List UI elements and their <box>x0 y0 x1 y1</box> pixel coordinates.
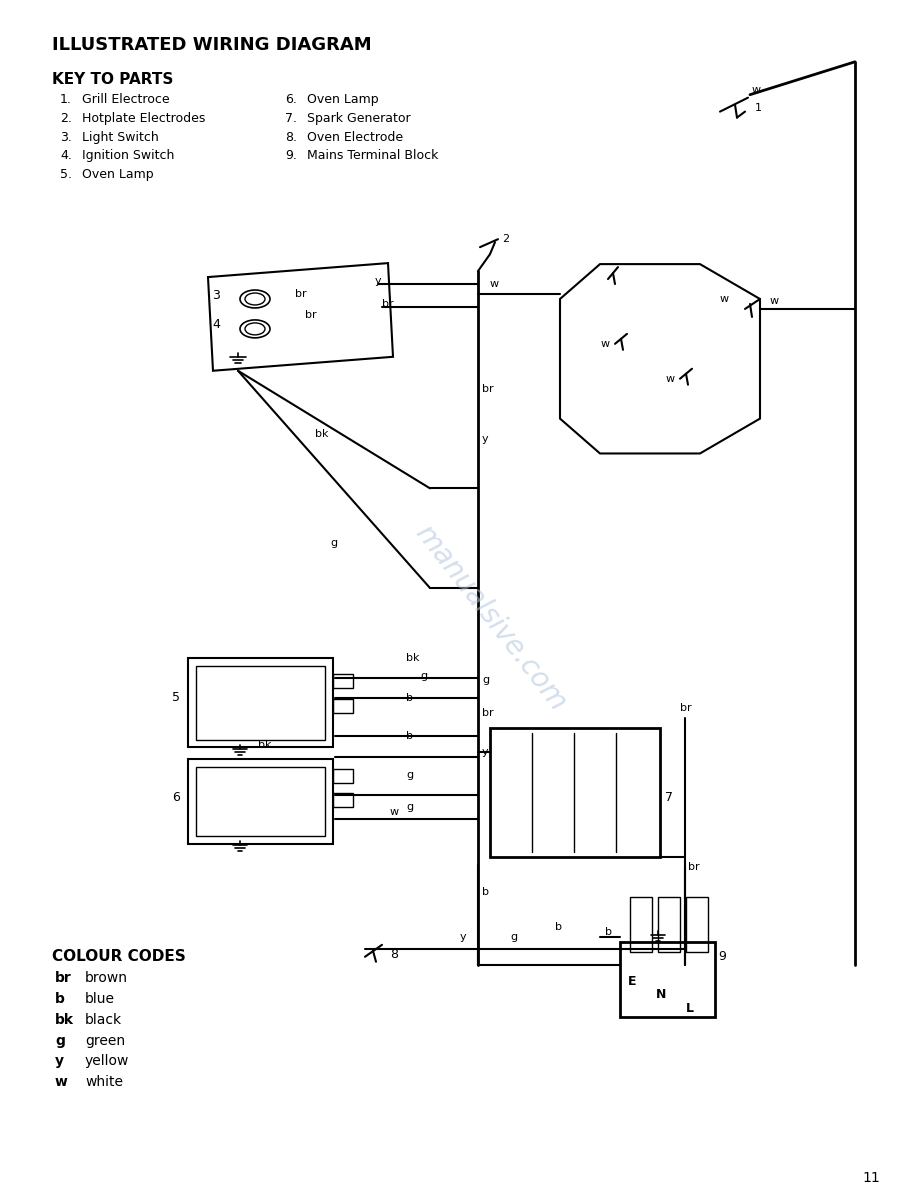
Text: g: g <box>510 931 517 942</box>
Text: white: white <box>85 1075 123 1089</box>
Text: KEY TO PARTS: KEY TO PARTS <box>52 71 174 87</box>
Bar <box>196 767 325 836</box>
Text: yellow: yellow <box>85 1055 129 1068</box>
Text: Light Switch: Light Switch <box>82 131 159 144</box>
Text: g: g <box>482 675 489 684</box>
Text: bk: bk <box>258 740 272 751</box>
Text: 3.: 3. <box>60 131 72 144</box>
Text: 11: 11 <box>862 1171 880 1186</box>
Text: 1.: 1. <box>60 93 72 106</box>
Bar <box>333 770 353 783</box>
Text: 5: 5 <box>172 691 180 704</box>
Text: br: br <box>482 708 494 718</box>
Bar <box>490 727 660 857</box>
Text: g: g <box>420 671 427 681</box>
Text: y: y <box>482 747 488 758</box>
Text: 9: 9 <box>718 950 726 963</box>
Text: b: b <box>55 992 65 1006</box>
Text: y: y <box>482 434 488 443</box>
Text: b: b <box>605 927 612 937</box>
Text: w: w <box>666 374 675 384</box>
Text: bk: bk <box>55 1012 74 1026</box>
Text: w: w <box>752 84 761 95</box>
Text: b: b <box>406 731 413 740</box>
Text: Spark Generator: Spark Generator <box>307 112 410 125</box>
Text: 7.: 7. <box>285 112 297 125</box>
Text: y: y <box>55 1055 64 1068</box>
Text: N: N <box>656 988 666 1001</box>
Text: E: E <box>628 975 636 988</box>
Bar <box>686 897 708 952</box>
Text: g: g <box>55 1034 65 1048</box>
Text: 8: 8 <box>390 948 398 961</box>
Text: green: green <box>85 1034 125 1048</box>
Text: Hotplate Electrodes: Hotplate Electrodes <box>82 112 206 125</box>
Text: manualsive.com: manualsive.com <box>409 519 571 716</box>
Text: br: br <box>55 971 72 985</box>
Text: br: br <box>688 862 700 872</box>
Text: br: br <box>382 299 394 309</box>
Text: w: w <box>55 1075 68 1089</box>
Text: 4.: 4. <box>60 150 72 163</box>
Text: b: b <box>482 887 489 897</box>
Text: L: L <box>686 1003 694 1015</box>
Text: 8.: 8. <box>285 131 297 144</box>
Text: br: br <box>295 289 307 299</box>
Text: w: w <box>601 339 610 349</box>
Bar <box>620 942 715 1017</box>
Bar <box>188 759 333 845</box>
Text: 2.: 2. <box>60 112 72 125</box>
Text: Mains Terminal Block: Mains Terminal Block <box>307 150 439 163</box>
Bar <box>333 674 353 688</box>
Text: g: g <box>330 538 337 548</box>
Text: 2: 2 <box>502 234 509 245</box>
Bar <box>196 665 325 739</box>
Text: ILLUSTRATED WIRING DIAGRAM: ILLUSTRATED WIRING DIAGRAM <box>52 36 372 53</box>
Text: black: black <box>85 1012 122 1026</box>
Bar <box>333 699 353 713</box>
Text: br: br <box>305 310 317 320</box>
Text: g: g <box>406 802 413 813</box>
Text: b: b <box>555 922 562 931</box>
Text: 1: 1 <box>755 102 762 113</box>
Text: b: b <box>406 693 413 702</box>
Text: y: y <box>375 276 382 286</box>
Text: g: g <box>406 770 413 781</box>
Text: Ignition Switch: Ignition Switch <box>82 150 174 163</box>
Text: COLOUR CODES: COLOUR CODES <box>52 949 185 963</box>
Text: Grill Electroce: Grill Electroce <box>82 93 170 106</box>
Bar <box>630 897 652 952</box>
Text: Oven Lamp: Oven Lamp <box>82 169 153 182</box>
Text: w: w <box>390 808 399 817</box>
Bar <box>188 658 333 747</box>
Text: br: br <box>482 384 494 393</box>
Bar <box>658 897 680 952</box>
Text: 3: 3 <box>212 289 220 302</box>
Text: 7: 7 <box>665 791 673 804</box>
Text: w: w <box>720 293 729 304</box>
Text: bk: bk <box>406 652 420 663</box>
Text: 5.: 5. <box>60 169 72 182</box>
Text: brown: brown <box>85 971 128 985</box>
Text: 6.: 6. <box>285 93 297 106</box>
Text: Oven Lamp: Oven Lamp <box>307 93 378 106</box>
Text: 4: 4 <box>212 318 220 331</box>
Text: w: w <box>490 279 499 289</box>
Text: Oven Electrode: Oven Electrode <box>307 131 403 144</box>
Bar <box>333 794 353 808</box>
Text: blue: blue <box>85 992 115 1006</box>
Text: y: y <box>460 931 466 942</box>
Text: w: w <box>770 296 779 307</box>
Text: 9.: 9. <box>285 150 297 163</box>
Text: 6: 6 <box>172 791 180 804</box>
Text: bk: bk <box>315 429 329 438</box>
Text: br: br <box>680 702 691 713</box>
